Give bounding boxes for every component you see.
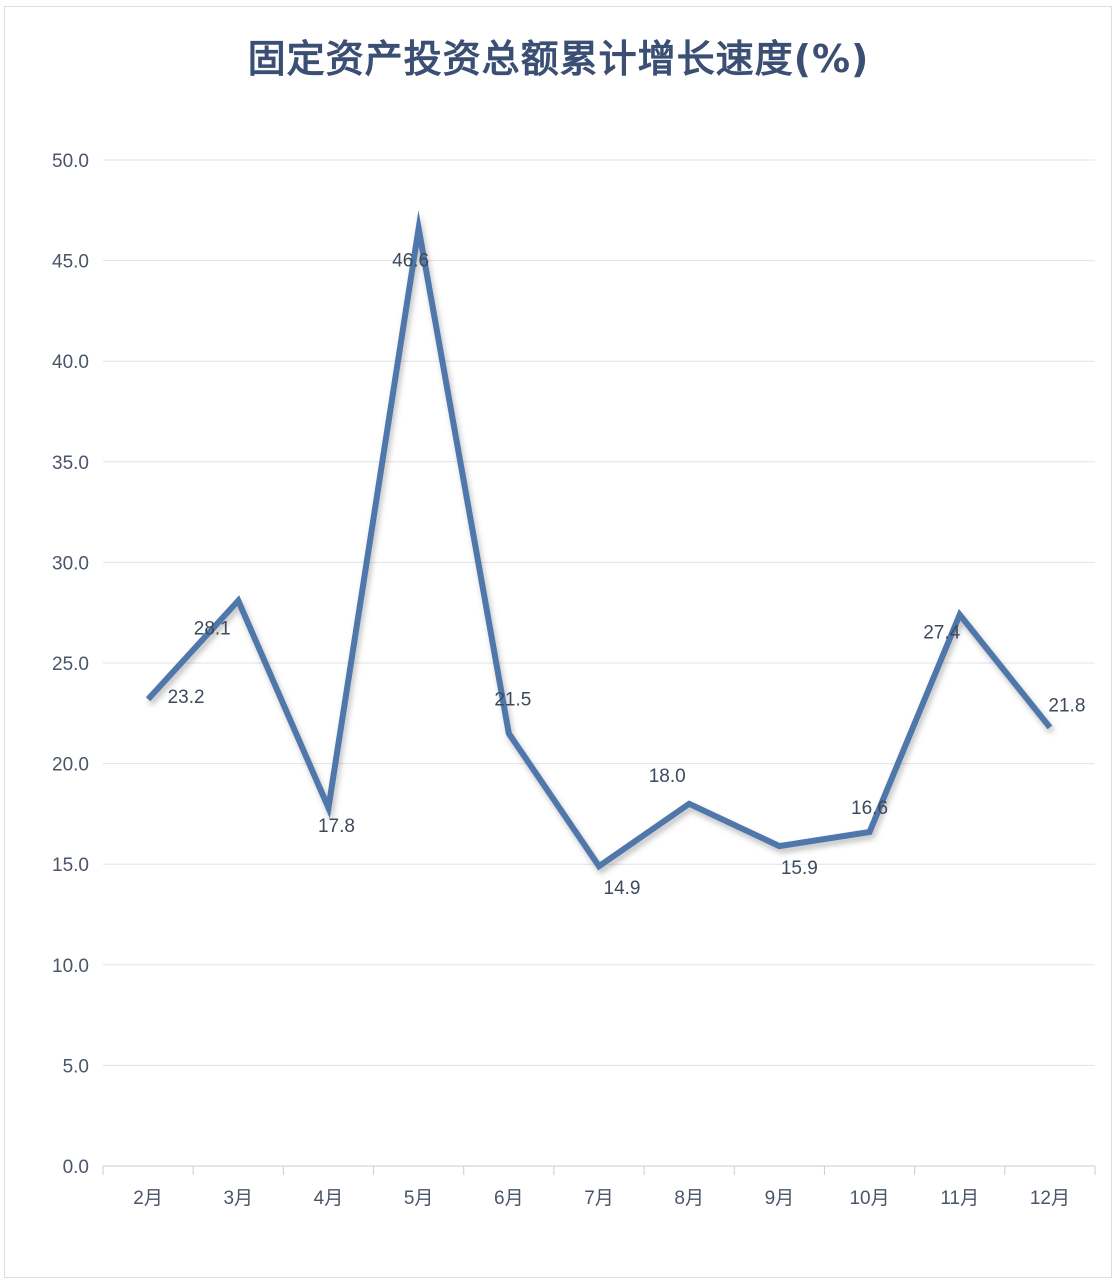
data-label: 21.5 (494, 689, 531, 710)
y-tick-label: 30.0 (52, 553, 89, 574)
data-label: 46.6 (392, 250, 429, 271)
y-tick-label: 0.0 (63, 1157, 89, 1178)
x-tick-label: 12月 (1030, 1188, 1070, 1209)
data-label: 23.2 (168, 687, 205, 708)
y-tick-label: 45.0 (52, 252, 89, 273)
y-tick-label: 25.0 (52, 654, 89, 675)
y-tick-label: 5.0 (63, 1056, 89, 1077)
gridlines (103, 159, 1095, 1167)
data-label: 28.1 (194, 619, 231, 640)
chart-title: 固定资产投资总额累计增长速度(%) (247, 37, 870, 81)
x-tick-label: 7月 (584, 1188, 614, 1209)
x-tick-label: 11月 (940, 1188, 979, 1209)
x-tick-label: 2月 (133, 1188, 163, 1209)
y-axis: 0.0 5.0 10.0 15.0 20.0 25.0 30.0 35.0 40.0 45.0 50… (52, 151, 89, 1178)
x-tick-label: 5月 (404, 1188, 434, 1209)
data-label: 16.6 (851, 798, 888, 819)
x-tick-label: 3月 (223, 1188, 253, 1209)
data-label: 14.9 (604, 878, 641, 899)
x-tick-label: 4月 (314, 1188, 344, 1209)
x-tick-label: 6月 (494, 1188, 524, 1209)
y-tick-label: 20.0 (52, 755, 89, 776)
y-tick-label: 35.0 (52, 453, 89, 474)
data-label: 17.8 (318, 816, 355, 837)
x-tick-label: 8月 (674, 1188, 704, 1209)
y-tick-label: 40.0 (52, 352, 89, 373)
data-labels: 23.2 28.1 17.8 46.6 21.5 14.9 18.0 15.9 16.6 27.4… (168, 250, 1086, 899)
data-label: 15.9 (781, 858, 818, 879)
series-line-group (145, 210, 1053, 871)
chart-frame (4, 6, 1112, 1278)
x-tick-label: 9月 (765, 1188, 795, 1209)
x-tick-label: 10月 (849, 1188, 889, 1209)
data-label: 27.4 (923, 623, 960, 644)
series-line (145, 210, 1053, 871)
data-label: 18.0 (649, 766, 686, 787)
y-tick-label: 50.0 (52, 151, 89, 172)
x-axis: 2月 3月 4月 5月 6月 7月 8月 9月 10月 11月 12月 (102, 1166, 1096, 1209)
y-tick-label: 10.0 (52, 956, 89, 977)
data-label: 21.8 (1048, 695, 1085, 716)
y-tick-label: 15.0 (52, 855, 89, 876)
